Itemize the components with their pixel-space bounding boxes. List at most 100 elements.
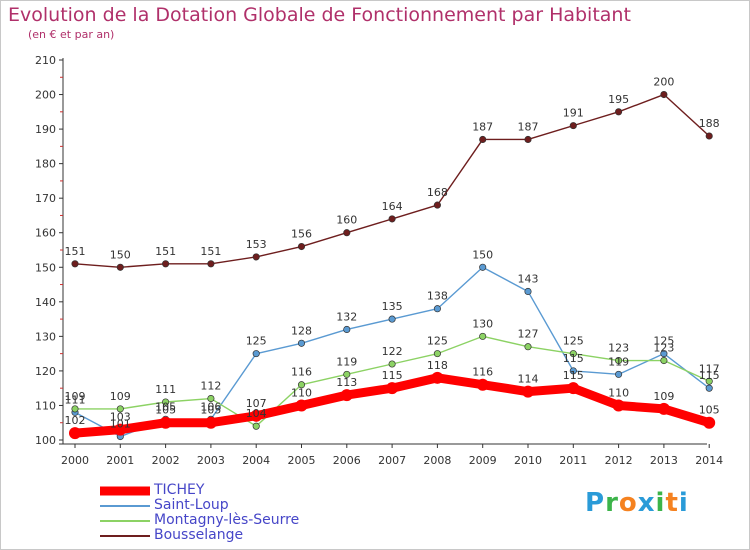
x-tick-label: 2013 bbox=[650, 454, 678, 467]
logo-letter: i bbox=[655, 488, 666, 518]
y-tick-label: 150 bbox=[35, 261, 56, 274]
data-label: 151 bbox=[155, 245, 176, 258]
y-tick-label: 120 bbox=[35, 365, 56, 378]
data-label: 128 bbox=[291, 324, 312, 337]
data-point-0 bbox=[476, 378, 489, 391]
y-tick-label: 180 bbox=[35, 158, 56, 171]
y-tick-label: 100 bbox=[35, 434, 56, 447]
data-label: 101 bbox=[110, 418, 131, 431]
y-tick-label: 190 bbox=[35, 123, 56, 136]
data-label: 110 bbox=[608, 386, 629, 399]
data-label: 130 bbox=[472, 317, 493, 330]
data-point-0 bbox=[657, 402, 670, 415]
data-label: 116 bbox=[291, 366, 312, 379]
data-label: 119 bbox=[336, 355, 357, 368]
data-point-2 bbox=[116, 405, 124, 413]
data-point-2 bbox=[660, 356, 668, 365]
data-point-1 bbox=[252, 350, 260, 358]
data-label: 125 bbox=[563, 335, 584, 348]
data-point-0 bbox=[612, 399, 625, 412]
y-tick-label: 200 bbox=[35, 89, 56, 102]
data-point-2 bbox=[297, 381, 306, 389]
data-label: 107 bbox=[246, 397, 267, 410]
y-tick-label: 170 bbox=[35, 192, 56, 205]
x-tick-label: 2011 bbox=[559, 454, 587, 467]
data-point-2 bbox=[207, 394, 215, 403]
data-point-3 bbox=[388, 215, 396, 223]
x-tick-label: 2005 bbox=[288, 454, 316, 467]
data-label: 123 bbox=[608, 342, 629, 355]
legend-label-bousselange: Bousselange bbox=[154, 527, 244, 543]
data-label: 160 bbox=[336, 214, 357, 227]
legend-label-montagny: Montagny-lès-Seurre bbox=[154, 512, 300, 528]
logo-letter: P bbox=[585, 488, 606, 518]
data-point-1 bbox=[479, 263, 487, 271]
data-label: 115 bbox=[563, 352, 584, 365]
data-label: 114 bbox=[518, 373, 539, 386]
data-label: 164 bbox=[382, 200, 403, 213]
x-tick-label: 2003 bbox=[197, 454, 225, 467]
chart-title: Evolution de la Dotation Globale de Fonc… bbox=[8, 4, 631, 26]
data-label: 102 bbox=[65, 414, 86, 427]
x-tick-label: 2009 bbox=[469, 454, 497, 467]
data-point-2 bbox=[433, 350, 441, 358]
data-point-2 bbox=[705, 377, 713, 385]
data-point-0 bbox=[295, 399, 308, 412]
x-tick-label: 2004 bbox=[242, 454, 270, 467]
data-label: 138 bbox=[427, 290, 448, 303]
data-label: 153 bbox=[246, 238, 267, 251]
data-label: 110 bbox=[291, 386, 312, 399]
data-point-2 bbox=[569, 350, 577, 358]
data-point-3 bbox=[569, 122, 577, 130]
data-label: 151 bbox=[65, 245, 86, 258]
x-tick-label: 2008 bbox=[423, 454, 451, 467]
data-label: 125 bbox=[427, 335, 448, 348]
x-tick-label: 2002 bbox=[152, 454, 180, 467]
data-label: 105 bbox=[155, 400, 176, 413]
data-point-2 bbox=[388, 360, 396, 368]
data-point-0 bbox=[204, 416, 217, 429]
data-point-2 bbox=[615, 356, 623, 365]
data-label: 132 bbox=[336, 310, 357, 323]
chart-subtitle: (en € et par an) bbox=[28, 28, 115, 41]
logo-letter: o bbox=[618, 488, 638, 518]
data-point-1 bbox=[524, 287, 532, 296]
proxiti-logo: Proxiti bbox=[585, 488, 689, 518]
data-point-1 bbox=[615, 370, 623, 378]
data-label: 135 bbox=[382, 300, 403, 313]
data-point-0 bbox=[159, 416, 172, 429]
data-label: 111 bbox=[65, 393, 86, 406]
data-point-3 bbox=[207, 260, 215, 268]
logo-letter: i bbox=[678, 488, 689, 518]
y-tick-label: 160 bbox=[35, 227, 56, 240]
data-label: 115 bbox=[382, 369, 403, 382]
x-tick-label: 2014 bbox=[695, 454, 723, 467]
data-label: 115 bbox=[563, 369, 584, 382]
y-tick-label: 140 bbox=[35, 296, 56, 309]
data-point-3 bbox=[252, 253, 260, 261]
data-point-1 bbox=[297, 339, 306, 347]
legend-swatch-bousselange bbox=[100, 535, 150, 537]
data-label: 127 bbox=[518, 328, 539, 341]
data-point-2 bbox=[343, 370, 351, 378]
data-label: 156 bbox=[291, 228, 312, 241]
series-line-3 bbox=[74, 93, 710, 268]
data-point-0 bbox=[703, 416, 716, 429]
data-label: 119 bbox=[608, 355, 629, 368]
data-point-0 bbox=[431, 371, 444, 384]
logo-letter: r bbox=[605, 488, 619, 518]
data-point-3 bbox=[162, 260, 170, 268]
data-point-1 bbox=[660, 350, 668, 358]
data-point-1 bbox=[343, 325, 351, 334]
y-tick-label: 130 bbox=[35, 330, 56, 343]
data-label: 191 bbox=[563, 107, 584, 120]
data-label: 151 bbox=[200, 245, 221, 258]
logo-letter: t bbox=[665, 488, 679, 518]
y-tick-label: 110 bbox=[35, 399, 56, 412]
data-label: 113 bbox=[336, 376, 357, 389]
data-label: 109 bbox=[653, 390, 674, 403]
data-label: 118 bbox=[427, 359, 448, 372]
data-point-0 bbox=[522, 385, 534, 398]
